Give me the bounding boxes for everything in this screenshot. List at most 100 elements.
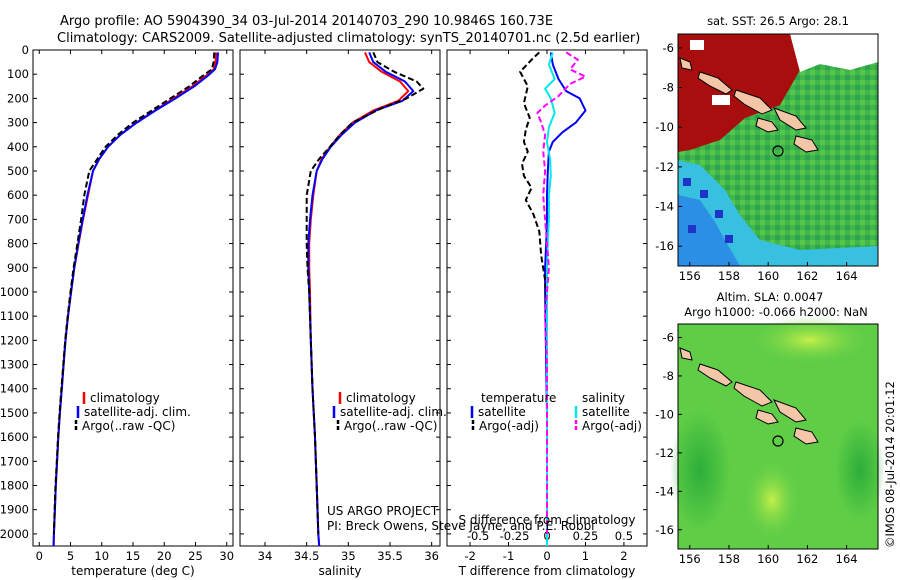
y-tick-label: 400: [7, 140, 29, 154]
argo-float-marker: [772, 435, 784, 447]
y-tick-label: 500: [7, 164, 29, 178]
sst-missing-data: [790, 34, 878, 72]
x-tick-label: 0: [36, 549, 43, 563]
y-tick-label: 300: [7, 116, 29, 130]
credit-pi: PI: Breck Owens, Steve Jayne, and P.E. R…: [327, 519, 595, 533]
x-tick-label: -1: [503, 549, 514, 563]
legend-label-argo: Argo(..raw -QC): [344, 419, 437, 433]
sst-missing-data: [690, 40, 704, 50]
island: [733, 89, 773, 115]
temperature-xlabel: temperature (deg C): [71, 564, 194, 578]
top-x-tick-label: -0.25: [500, 529, 530, 543]
sla-map: [670, 316, 885, 550]
x-tick-label: 30: [219, 549, 234, 563]
temperature-plot: 0100200300400500600700800900100011001200…: [0, 43, 234, 563]
salinity-axes-frame: [239, 49, 441, 547]
series-line-satellite-adj-clim-: [307, 52, 415, 547]
temperature-legend: climatology satellite-adj. clim. Argo(..…: [74, 391, 191, 433]
sst-map-title: sat. SST: 26.5 Argo: 28.1: [707, 14, 849, 28]
map-y-tick-label: -14: [655, 200, 674, 214]
sst-missing-data: [712, 95, 730, 105]
x-tick-label: 10: [94, 549, 109, 563]
legend-label-climatology: climatology: [90, 391, 160, 405]
sla-map-title-line2: Argo h1000: -0.066 h2000: NaN: [684, 305, 868, 319]
argo-float-marker: [772, 145, 784, 157]
island: [772, 399, 807, 423]
top-x-tick-label: 0.25: [573, 529, 599, 543]
y-tick-label: 100: [7, 67, 29, 81]
sla-map-axes: 156 158 160 162 164 -6 -8 -10 -12 -14 -16: [655, 330, 857, 566]
sst-map: [677, 33, 879, 267]
map-y-tick-label: -10: [655, 407, 674, 421]
x-tick-label: 0: [543, 549, 550, 563]
island: [697, 71, 733, 95]
sst-map-frame: [677, 33, 879, 267]
y-tick-label: 1700: [0, 454, 29, 468]
series-line-climatology: [52, 52, 218, 547]
island: [679, 347, 693, 361]
map-x-tick-label: 158: [718, 552, 740, 566]
y-tick-label: 1900: [0, 503, 29, 517]
y-tick-label: 1600: [0, 430, 29, 444]
map-x-tick-label: 162: [796, 269, 818, 283]
legend-label-t-argo: Argo(-adj): [479, 419, 539, 433]
map-y-tick-label: -6: [663, 330, 674, 344]
sst-cool-pixel: [688, 225, 696, 233]
series-line-argo-raw-qc-: [52, 52, 216, 534]
series-line-t-satellite: [544, 52, 587, 546]
sst-cool-pixel: [700, 190, 708, 198]
difference-xlabel: T difference from climatology: [458, 564, 636, 578]
x-tick-label: -2: [464, 549, 475, 563]
difference-legend: temperature salinity satellite Argo(-adj…: [470, 391, 642, 433]
map-x-tick-label: 164: [836, 269, 858, 283]
credit-project: US ARGO PROJECT: [327, 504, 439, 518]
y-tick-label: 1300: [0, 358, 29, 372]
x-tick-label: 25: [188, 549, 203, 563]
island: [772, 107, 807, 131]
sla-low-anomaly: [835, 420, 885, 520]
salinity-plot: 34 34.5 35 35.5 36: [240, 49, 440, 563]
series-line-t-argo-adj-: [519, 51, 548, 534]
x-tick-label: 35.5: [377, 549, 403, 563]
island: [793, 427, 819, 445]
y-tick-label: 700: [7, 212, 29, 226]
y-tick-label: 0: [22, 43, 29, 57]
sst-cool-region: [678, 195, 740, 266]
map-x-tick-label: 164: [836, 552, 858, 566]
sla-high-anomaly: [744, 460, 800, 540]
map-x-tick-label: 162: [796, 552, 818, 566]
sla-low-anomaly: [670, 410, 730, 530]
figure-title-line1: Argo profile: AO 5904390_34 03-Jul-2014 …: [60, 14, 553, 29]
figure-title-line2: Climatology: CARS2009. Satellite-adjuste…: [57, 31, 640, 46]
x-tick-label: 20: [157, 549, 172, 563]
legend-title-salinity: salinity: [582, 391, 625, 405]
y-tick-label: 1500: [0, 406, 29, 420]
salinity-xlabel: salinity: [318, 564, 361, 578]
difference-plot: -2 -1 0 1 2-0.5 -0.25 0 0.25 0.5: [447, 49, 647, 563]
x-tick-label: 36: [424, 549, 439, 563]
series-line-s-argo-adj-: [536, 51, 587, 534]
map-y-tick-label: -12: [655, 160, 674, 174]
y-tick-label: 1100: [0, 309, 29, 323]
sla-map-title-line1: Altim. SLA: 0.0047: [717, 290, 824, 304]
legend-label-s-satellite: satellite: [582, 405, 630, 419]
map-x-tick-label: 160: [757, 269, 779, 283]
island: [755, 117, 779, 133]
top-x-tick-label: 0.5: [615, 529, 633, 543]
series-line-s-satellite: [544, 52, 556, 546]
sst-cool-pixel: [683, 178, 691, 186]
sst-cool-pixel: [725, 235, 733, 243]
legend-title-temperature: temperature: [481, 391, 556, 405]
sst-islands: [679, 57, 819, 153]
y-tick-label: 1000: [0, 285, 29, 299]
legend-label-t-satellite: satellite: [478, 405, 526, 419]
salinity-legend: climatology satellite-adj. clim. Argo(..…: [332, 391, 447, 433]
series-line-argo-raw-qc-: [305, 52, 425, 534]
top-x-tick-label: -0.5: [467, 529, 489, 543]
y-tick-label: 1200: [0, 333, 29, 347]
y-tick-label: 1800: [0, 479, 29, 493]
sla-islands: [679, 347, 819, 445]
x-tick-label: 34: [258, 549, 273, 563]
imos-timestamp: ©IMOS 08-Jul-2014 20:01:12: [883, 381, 897, 548]
